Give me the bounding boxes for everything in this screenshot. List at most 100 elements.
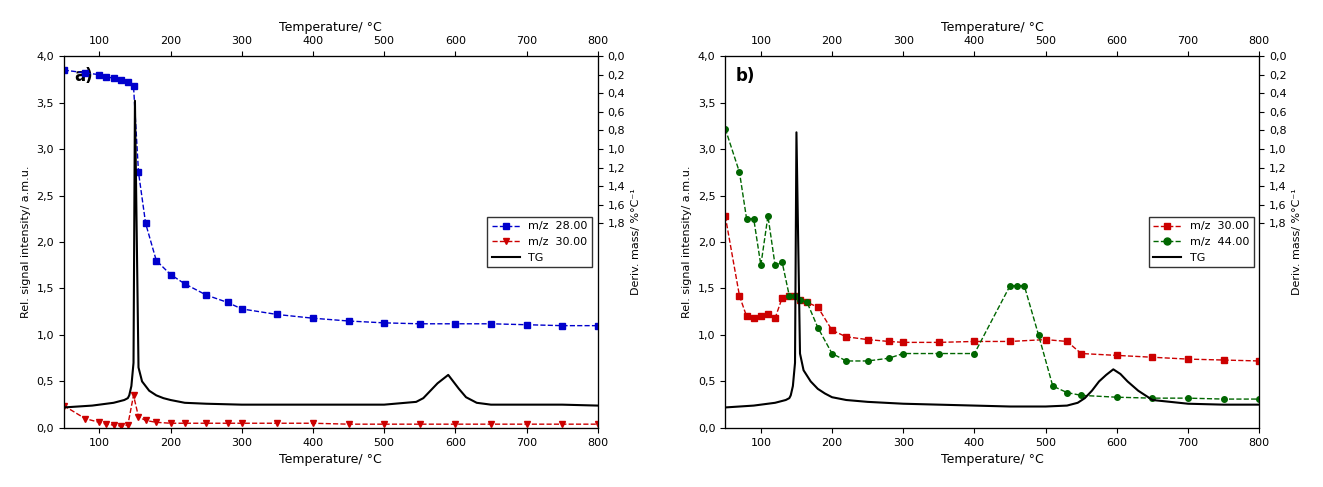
- m/z  44.00: [967, 351, 983, 356]
- m/z  44.00: [1016, 283, 1032, 289]
- X-axis label: Temperature/ °C: Temperature/ °C: [279, 453, 382, 466]
- m/z  44.00: [824, 351, 840, 356]
- m/z  30.00: [787, 293, 803, 299]
- m/z  30.00: [1002, 338, 1017, 344]
- m/z  44.00: [738, 216, 754, 222]
- m/z  44.00: [896, 351, 912, 356]
- X-axis label: Temperature/ °C: Temperature/ °C: [279, 21, 382, 34]
- m/z  44.00: [787, 293, 803, 299]
- m/z  30.00: [177, 420, 193, 426]
- m/z  30.00: [1216, 357, 1232, 363]
- m/z  30.00: [860, 337, 876, 342]
- m/z  30.00: [1109, 353, 1125, 358]
- m/z  30.00: [120, 422, 136, 428]
- m/z  28.00: [98, 74, 114, 79]
- m/z  44.00: [931, 351, 947, 356]
- m/z  30.00: [738, 314, 754, 319]
- m/z  30.00: [91, 419, 107, 425]
- m/z  30.00: [56, 403, 71, 409]
- m/z  30.00: [792, 297, 808, 302]
- m/z  28.00: [77, 70, 93, 76]
- m/z  44.00: [1109, 394, 1125, 400]
- Legend: m/z  28.00, m/z  30.00, TG: m/z 28.00, m/z 30.00, TG: [487, 217, 593, 267]
- m/z  30.00: [1060, 338, 1076, 344]
- Y-axis label: Rel. signal intensity/ a.m.u.: Rel. signal intensity/ a.m.u.: [21, 166, 30, 318]
- Y-axis label: Deriv. mass/ %°C⁻¹: Deriv. mass/ %°C⁻¹: [1293, 188, 1302, 296]
- m/z  28.00: [340, 318, 356, 324]
- m/z  30.00: [306, 420, 321, 426]
- m/z  30.00: [753, 314, 769, 319]
- m/z  28.00: [220, 300, 235, 305]
- m/z  44.00: [1252, 396, 1267, 402]
- m/z  30.00: [782, 293, 798, 299]
- m/z  28.00: [234, 306, 250, 312]
- m/z  28.00: [270, 312, 286, 318]
- m/z  44.00: [810, 325, 826, 331]
- m/z  44.00: [1180, 395, 1196, 401]
- Text: a): a): [74, 67, 93, 85]
- m/z  30.00: [732, 293, 747, 299]
- m/z  30.00: [1252, 358, 1267, 364]
- m/z  44.00: [1002, 283, 1017, 289]
- X-axis label: Temperature/ °C: Temperature/ °C: [941, 453, 1044, 466]
- m/z  30.00: [896, 339, 912, 345]
- m/z  44.00: [1031, 332, 1046, 338]
- m/z  30.00: [270, 420, 286, 426]
- m/z  30.00: [483, 421, 499, 427]
- m/z  28.00: [411, 321, 427, 327]
- m/z  44.00: [860, 358, 876, 364]
- m/z  30.00: [126, 393, 142, 398]
- m/z  28.00: [447, 321, 463, 327]
- m/z  30.00: [810, 304, 826, 310]
- m/z  28.00: [554, 323, 570, 329]
- m/z  44.00: [746, 216, 762, 222]
- m/z  30.00: [447, 421, 463, 427]
- m/z  44.00: [1060, 390, 1076, 395]
- m/z  30.00: [519, 421, 534, 427]
- m/z  28.00: [91, 72, 107, 77]
- m/z  30.00: [1144, 355, 1160, 360]
- m/z  28.00: [148, 258, 164, 263]
- m/z  30.00: [234, 420, 250, 426]
- Line: m/z  28.00: m/z 28.00: [61, 67, 601, 328]
- m/z  44.00: [792, 297, 808, 302]
- m/z  30.00: [220, 420, 235, 426]
- m/z  44.00: [1144, 395, 1160, 401]
- m/z  28.00: [163, 272, 179, 278]
- m/z  28.00: [56, 67, 71, 73]
- m/z  28.00: [120, 79, 136, 85]
- m/z  30.00: [759, 312, 775, 318]
- m/z  28.00: [177, 281, 193, 287]
- m/z  30.00: [340, 421, 356, 427]
- m/z  44.00: [732, 169, 747, 175]
- m/z  28.00: [106, 75, 122, 81]
- m/z  30.00: [839, 334, 855, 340]
- m/z  30.00: [774, 295, 790, 300]
- m/z  44.00: [881, 355, 897, 361]
- m/z  30.00: [148, 419, 164, 425]
- m/z  28.00: [483, 321, 499, 327]
- m/z  30.00: [767, 315, 783, 321]
- m/z  30.00: [881, 338, 897, 344]
- Line: m/z  30.00: m/z 30.00: [61, 393, 601, 429]
- m/z  28.00: [590, 323, 606, 329]
- m/z  28.00: [131, 169, 147, 175]
- m/z  30.00: [590, 421, 606, 427]
- m/z  44.00: [767, 262, 783, 268]
- m/z  30.00: [1180, 356, 1196, 362]
- m/z  30.00: [799, 300, 815, 305]
- m/z  30.00: [554, 421, 570, 427]
- m/z  30.00: [112, 423, 128, 429]
- m/z  30.00: [967, 338, 983, 344]
- Legend: m/z  30.00, m/z  44.00, TG: m/z 30.00, m/z 44.00, TG: [1148, 217, 1254, 267]
- m/z  44.00: [1073, 393, 1089, 398]
- m/z  30.00: [138, 417, 153, 423]
- m/z  28.00: [198, 292, 214, 298]
- m/z  30.00: [198, 420, 214, 426]
- m/z  44.00: [753, 262, 769, 268]
- m/z  44.00: [799, 300, 815, 305]
- m/z  30.00: [411, 421, 427, 427]
- m/z  28.00: [126, 83, 142, 89]
- m/z  44.00: [759, 213, 775, 219]
- m/z  30.00: [77, 416, 93, 422]
